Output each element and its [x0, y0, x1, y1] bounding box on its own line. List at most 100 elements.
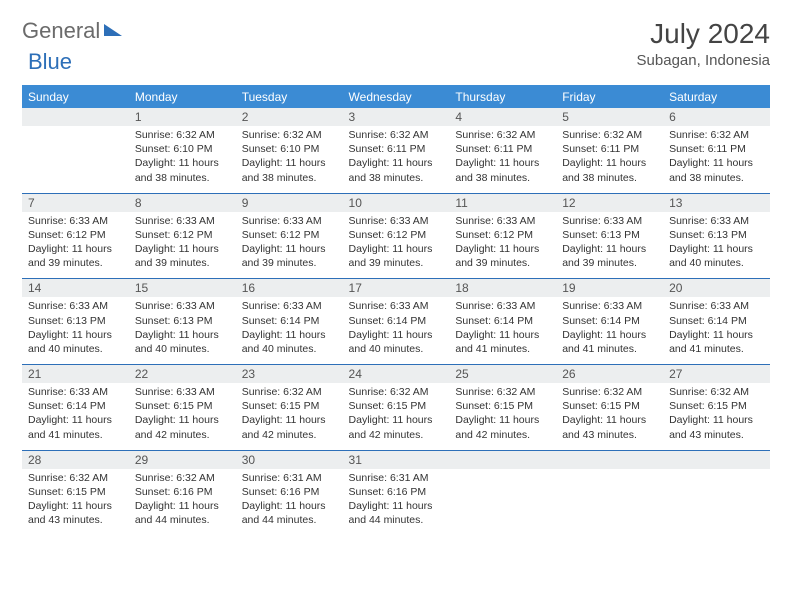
day-number	[22, 108, 129, 126]
sunset-line: Sunset: 6:14 PM	[242, 314, 337, 328]
daylight-line: Daylight: 11 hours and 38 minutes.	[562, 156, 657, 184]
daylight-line: Daylight: 11 hours and 39 minutes.	[28, 242, 123, 270]
daylight-line: Daylight: 11 hours and 41 minutes.	[455, 328, 550, 356]
daylight-line: Daylight: 11 hours and 40 minutes.	[28, 328, 123, 356]
day-cell: Sunrise: 6:32 AMSunset: 6:15 PMDaylight:…	[343, 383, 450, 450]
daynum-row: 28293031	[22, 450, 770, 469]
day-data-row: Sunrise: 6:33 AMSunset: 6:13 PMDaylight:…	[22, 297, 770, 364]
sunrise-line: Sunrise: 6:33 AM	[349, 299, 444, 313]
dayhead-fri: Friday	[556, 86, 663, 109]
sunrise-line: Sunrise: 6:33 AM	[669, 299, 764, 313]
day-data-row: Sunrise: 6:32 AMSunset: 6:10 PMDaylight:…	[22, 126, 770, 193]
sunset-line: Sunset: 6:16 PM	[349, 485, 444, 499]
daynum-row: 123456	[22, 108, 770, 126]
day-number: 9	[236, 193, 343, 212]
daylight-line: Daylight: 11 hours and 43 minutes.	[562, 413, 657, 441]
sunset-line: Sunset: 6:13 PM	[669, 228, 764, 242]
sunrise-line: Sunrise: 6:31 AM	[349, 471, 444, 485]
day-number: 19	[556, 279, 663, 298]
day-number: 5	[556, 108, 663, 126]
daylight-line: Daylight: 11 hours and 41 minutes.	[562, 328, 657, 356]
day-cell: Sunrise: 6:33 AMSunset: 6:14 PMDaylight:…	[22, 383, 129, 450]
day-cell: Sunrise: 6:32 AMSunset: 6:11 PMDaylight:…	[343, 126, 450, 193]
day-number: 6	[663, 108, 770, 126]
day-number: 10	[343, 193, 450, 212]
day-number: 28	[22, 450, 129, 469]
sunset-line: Sunset: 6:13 PM	[28, 314, 123, 328]
sunrise-line: Sunrise: 6:33 AM	[242, 299, 337, 313]
dayhead-tue: Tuesday	[236, 86, 343, 109]
daylight-line: Daylight: 11 hours and 43 minutes.	[669, 413, 764, 441]
day-cell: Sunrise: 6:33 AMSunset: 6:12 PMDaylight:…	[343, 212, 450, 279]
sunrise-line: Sunrise: 6:33 AM	[135, 385, 230, 399]
daylight-line: Daylight: 11 hours and 42 minutes.	[242, 413, 337, 441]
day-cell: Sunrise: 6:32 AMSunset: 6:11 PMDaylight:…	[449, 126, 556, 193]
sunrise-line: Sunrise: 6:32 AM	[562, 128, 657, 142]
sunrise-line: Sunrise: 6:32 AM	[242, 385, 337, 399]
day-number: 18	[449, 279, 556, 298]
day-data-row: Sunrise: 6:33 AMSunset: 6:14 PMDaylight:…	[22, 383, 770, 450]
day-cell: Sunrise: 6:31 AMSunset: 6:16 PMDaylight:…	[343, 469, 450, 536]
day-number: 17	[343, 279, 450, 298]
day-number: 23	[236, 365, 343, 384]
day-cell: Sunrise: 6:33 AMSunset: 6:14 PMDaylight:…	[343, 297, 450, 364]
daynum-row: 14151617181920	[22, 279, 770, 298]
sunrise-line: Sunrise: 6:32 AM	[669, 128, 764, 142]
day-number: 21	[22, 365, 129, 384]
day-cell: Sunrise: 6:32 AMSunset: 6:11 PMDaylight:…	[556, 126, 663, 193]
sunrise-line: Sunrise: 6:33 AM	[669, 214, 764, 228]
day-number: 13	[663, 193, 770, 212]
dayhead-mon: Monday	[129, 86, 236, 109]
day-number: 30	[236, 450, 343, 469]
sunset-line: Sunset: 6:15 PM	[349, 399, 444, 413]
sunset-line: Sunset: 6:15 PM	[135, 399, 230, 413]
day-cell: Sunrise: 6:32 AMSunset: 6:15 PMDaylight:…	[449, 383, 556, 450]
daylight-line: Daylight: 11 hours and 42 minutes.	[349, 413, 444, 441]
daylight-line: Daylight: 11 hours and 38 minutes.	[242, 156, 337, 184]
sunset-line: Sunset: 6:12 PM	[455, 228, 550, 242]
day-number: 29	[129, 450, 236, 469]
day-cell: Sunrise: 6:33 AMSunset: 6:12 PMDaylight:…	[449, 212, 556, 279]
day-cell	[663, 469, 770, 536]
day-number: 14	[22, 279, 129, 298]
sunset-line: Sunset: 6:14 PM	[455, 314, 550, 328]
day-number: 3	[343, 108, 450, 126]
sunset-line: Sunset: 6:13 PM	[562, 228, 657, 242]
daylight-line: Daylight: 11 hours and 39 minutes.	[455, 242, 550, 270]
daylight-line: Daylight: 11 hours and 44 minutes.	[135, 499, 230, 527]
day-cell: Sunrise: 6:33 AMSunset: 6:13 PMDaylight:…	[129, 297, 236, 364]
dayhead-thu: Thursday	[449, 86, 556, 109]
day-number: 31	[343, 450, 450, 469]
sunset-line: Sunset: 6:15 PM	[455, 399, 550, 413]
dayhead-wed: Wednesday	[343, 86, 450, 109]
day-cell: Sunrise: 6:32 AMSunset: 6:15 PMDaylight:…	[22, 469, 129, 536]
day-number: 4	[449, 108, 556, 126]
sunrise-line: Sunrise: 6:33 AM	[135, 299, 230, 313]
sunset-line: Sunset: 6:14 PM	[28, 399, 123, 413]
day-cell: Sunrise: 6:33 AMSunset: 6:13 PMDaylight:…	[556, 212, 663, 279]
sunrise-line: Sunrise: 6:33 AM	[28, 214, 123, 228]
daylight-line: Daylight: 11 hours and 44 minutes.	[349, 499, 444, 527]
daylight-line: Daylight: 11 hours and 38 minutes.	[135, 156, 230, 184]
day-number: 27	[663, 365, 770, 384]
day-number: 25	[449, 365, 556, 384]
day-data-row: Sunrise: 6:33 AMSunset: 6:12 PMDaylight:…	[22, 212, 770, 279]
sunrise-line: Sunrise: 6:32 AM	[455, 128, 550, 142]
day-number: 24	[343, 365, 450, 384]
daylight-line: Daylight: 11 hours and 39 minutes.	[562, 242, 657, 270]
sunrise-line: Sunrise: 6:32 AM	[28, 471, 123, 485]
daylight-line: Daylight: 11 hours and 41 minutes.	[669, 328, 764, 356]
daylight-line: Daylight: 11 hours and 41 minutes.	[28, 413, 123, 441]
day-data-row: Sunrise: 6:32 AMSunset: 6:15 PM Daylight:…	[22, 469, 770, 536]
daylight-line: Daylight: 11 hours and 40 minutes.	[349, 328, 444, 356]
day-cell: Sunrise: 6:33 AMSunset: 6:13 PMDaylight:…	[663, 212, 770, 279]
daylight-line: Daylight: 11 hours and 38 minutes.	[349, 156, 444, 184]
day-cell: Sunrise: 6:33 AMSunset: 6:13 PMDaylight:…	[22, 297, 129, 364]
sunrise-line: Sunrise: 6:32 AM	[135, 128, 230, 142]
day-cell: Sunrise: 6:32 AMSunset: 6:10 PMDaylight:…	[129, 126, 236, 193]
sunset-line: Sunset: 6:14 PM	[562, 314, 657, 328]
logo: General	[22, 18, 124, 44]
sunset-line: Sunset: 6:15 PM	[28, 485, 123, 499]
day-cell: Sunrise: 6:33 AMSunset: 6:12 PMDaylight:…	[129, 212, 236, 279]
day-number: 20	[663, 279, 770, 298]
